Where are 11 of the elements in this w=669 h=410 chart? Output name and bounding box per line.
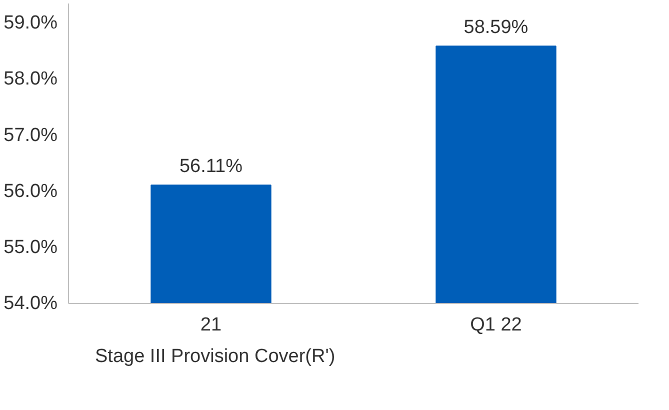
y-tick-label: 59.0% <box>4 12 58 34</box>
y-tick-label: 55.0% <box>4 236 58 258</box>
x-tick-label: Q1 22 <box>470 314 522 336</box>
data-label: 56.11% <box>179 156 243 178</box>
data-label: 58.59% <box>464 17 528 38</box>
y-tick-label: 56.0% <box>4 180 58 202</box>
x-tick-label: 21 <box>200 314 222 336</box>
text: Stage III Provision Cover(R') <box>95 346 336 368</box>
y-tick-label: 57.0% <box>4 124 58 146</box>
y-tick-label: 58.0% <box>4 68 58 90</box>
y-tick-label: 54.0% <box>4 293 58 314</box>
